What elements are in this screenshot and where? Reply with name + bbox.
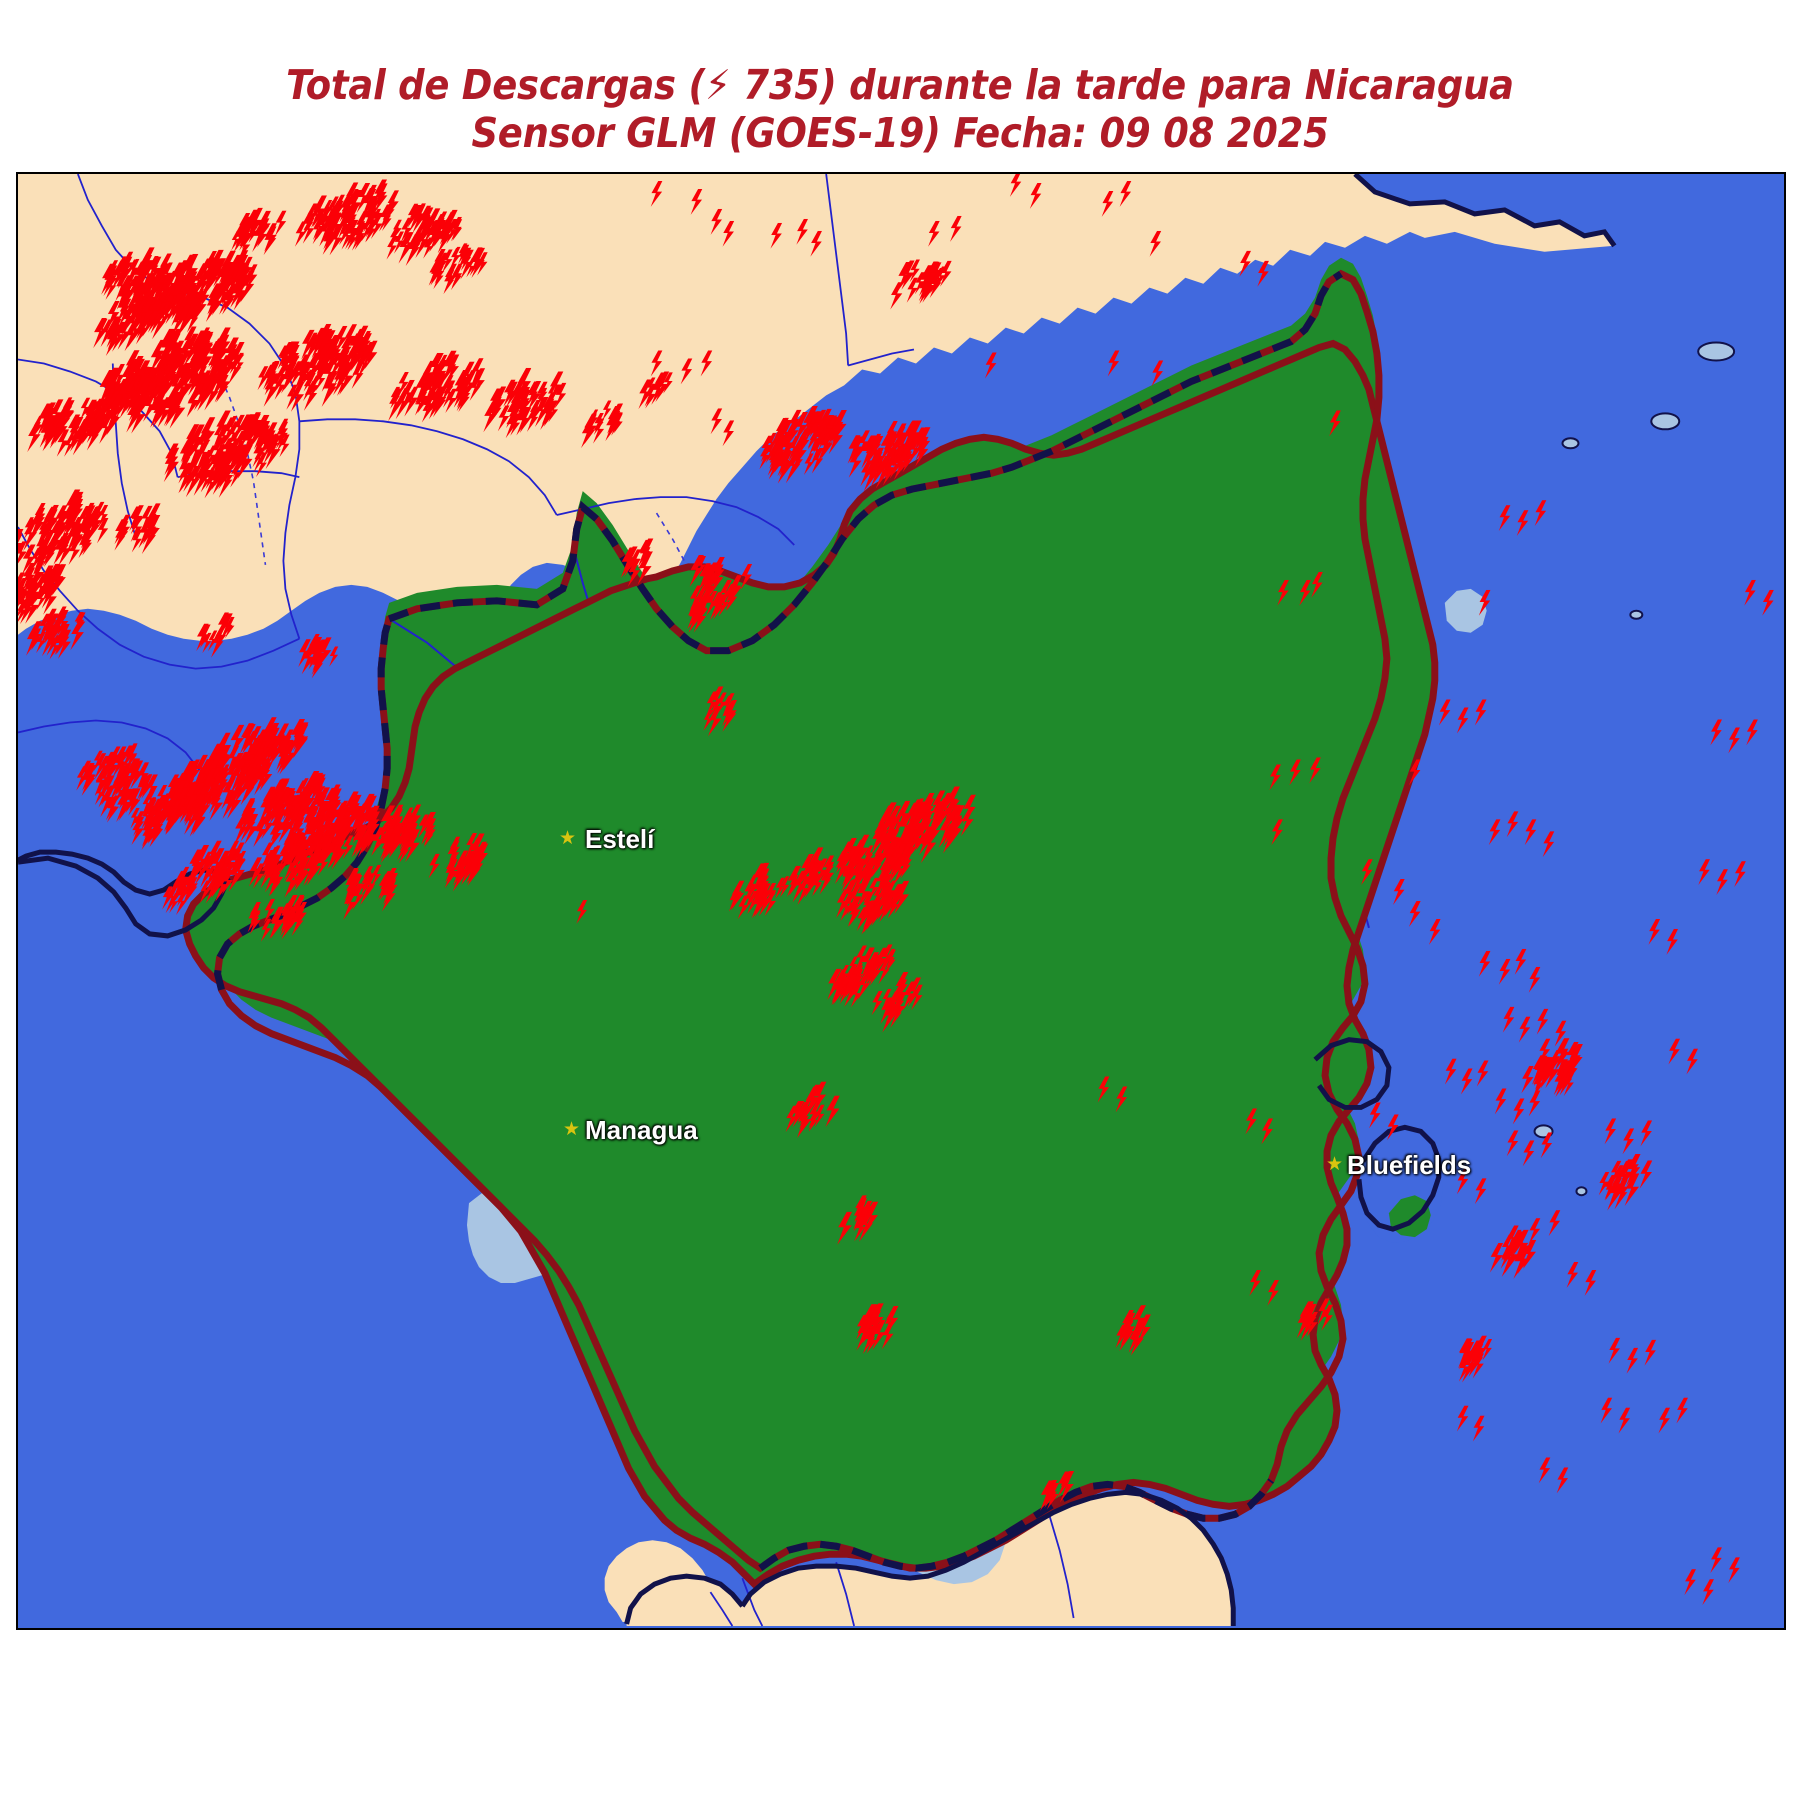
city-marker-star-icon: ★ <box>563 1119 581 1140</box>
map-svg <box>18 174 1784 1628</box>
land-costarica-main <box>626 1492 1234 1627</box>
chart-title-line-2: Sensor GLM (GOES-19) Fecha: 09 08 2025 <box>471 108 1329 157</box>
lake-ne-coast <box>1444 588 1487 633</box>
chart-title-line-1: Total de Descargas (⚡ 735) durante la ta… <box>286 61 1514 109</box>
national-border-dashed <box>214 270 1343 1572</box>
land-elsalvador-gulf <box>18 852 228 936</box>
land-honduras <box>18 174 1615 641</box>
map-canvas[interactable]: ★ Estelí ★ Managua ★ Bluefields <box>16 172 1786 1630</box>
caribbean-islands <box>1533 341 1736 1197</box>
city-marker-star-icon: ★ <box>1326 1154 1344 1175</box>
city-marker-star-icon: ★ <box>559 828 577 849</box>
chart-title-block: Total de Descargas (⚡ 735) durante la ta… <box>0 61 1800 158</box>
